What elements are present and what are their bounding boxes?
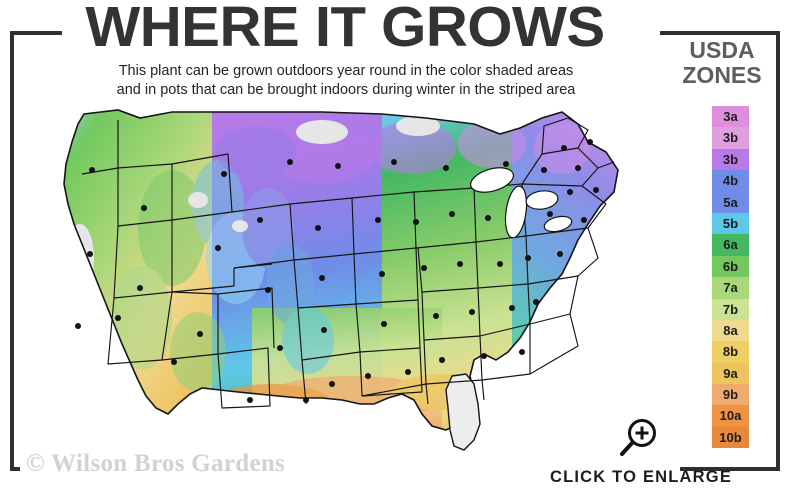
legend-zone-10a-14: 10a <box>712 405 749 427</box>
legend-zone-7b-9: 7b <box>712 298 749 320</box>
usda-zone-map-svg <box>63 109 619 451</box>
state-boundaries <box>81 117 615 409</box>
page-title: WHERE IT GROWS <box>85 0 605 59</box>
legend-zone-5a-4: 5a <box>712 191 749 213</box>
legend-zone-10b-15: 10b <box>712 426 749 449</box>
legend-zone-9b-13: 9b <box>712 384 749 406</box>
frame-border-bottom-right <box>680 467 780 471</box>
legend-zone-7a-8: 7a <box>712 277 749 299</box>
frame-border-left <box>10 31 14 471</box>
subtitle: This plant can be grown outdoors year ro… <box>36 62 656 100</box>
legend-zone-3a-0: 3a <box>712 106 749 128</box>
legend-heading-line-1: USDA <box>689 37 755 63</box>
watermark: © Wilson Bros Gardens <box>26 450 286 477</box>
frame-border-top-left <box>10 31 62 35</box>
usda-zone-legend: 3a 3b 3b 4b 5a 5b 6a 6b 7a 7b 8a 8b 9a 9b 10a 10b <box>712 106 749 449</box>
great-lakes <box>470 167 573 239</box>
legend-zone-8a-10: 8a <box>712 319 749 342</box>
legend-zone-3b-2: 3b <box>712 148 749 171</box>
legend-zone-6a-6: 6a <box>712 234 749 256</box>
click-to-enlarge-label[interactable]: CLICK TO ENLARGE <box>549 468 733 486</box>
legend-zone-3b-1: 3b <box>712 127 749 149</box>
legend-zone-6b-7: 6b <box>712 255 749 278</box>
legend-heading: USDA ZONES <box>663 38 781 88</box>
subtitle-line-1: This plant can be grown outdoors year ro… <box>118 63 574 79</box>
zone-map[interactable] <box>22 108 654 458</box>
legend-zone-9a-12: 9a <box>712 362 749 385</box>
legend-zone-5b-5: 5b <box>712 212 749 235</box>
cold-pockets <box>216 120 590 184</box>
state-florida <box>445 373 481 451</box>
frame-border-top-right <box>660 31 780 35</box>
frame-border-right <box>776 31 780 471</box>
legend-zone-8b-11: 8b <box>712 341 749 363</box>
magnifier-plus-icon[interactable] <box>616 418 660 460</box>
frame-border-bottom-left <box>10 467 20 471</box>
elevation-mottling <box>112 160 334 392</box>
city-dots <box>75 139 599 403</box>
subtitle-line-2: and in pots that can be brought indoors … <box>116 82 576 98</box>
map-color-fill <box>64 110 618 430</box>
legend-heading-line-2: ZONES <box>682 62 762 88</box>
legend-zone-4b-3: 4b <box>712 170 749 192</box>
